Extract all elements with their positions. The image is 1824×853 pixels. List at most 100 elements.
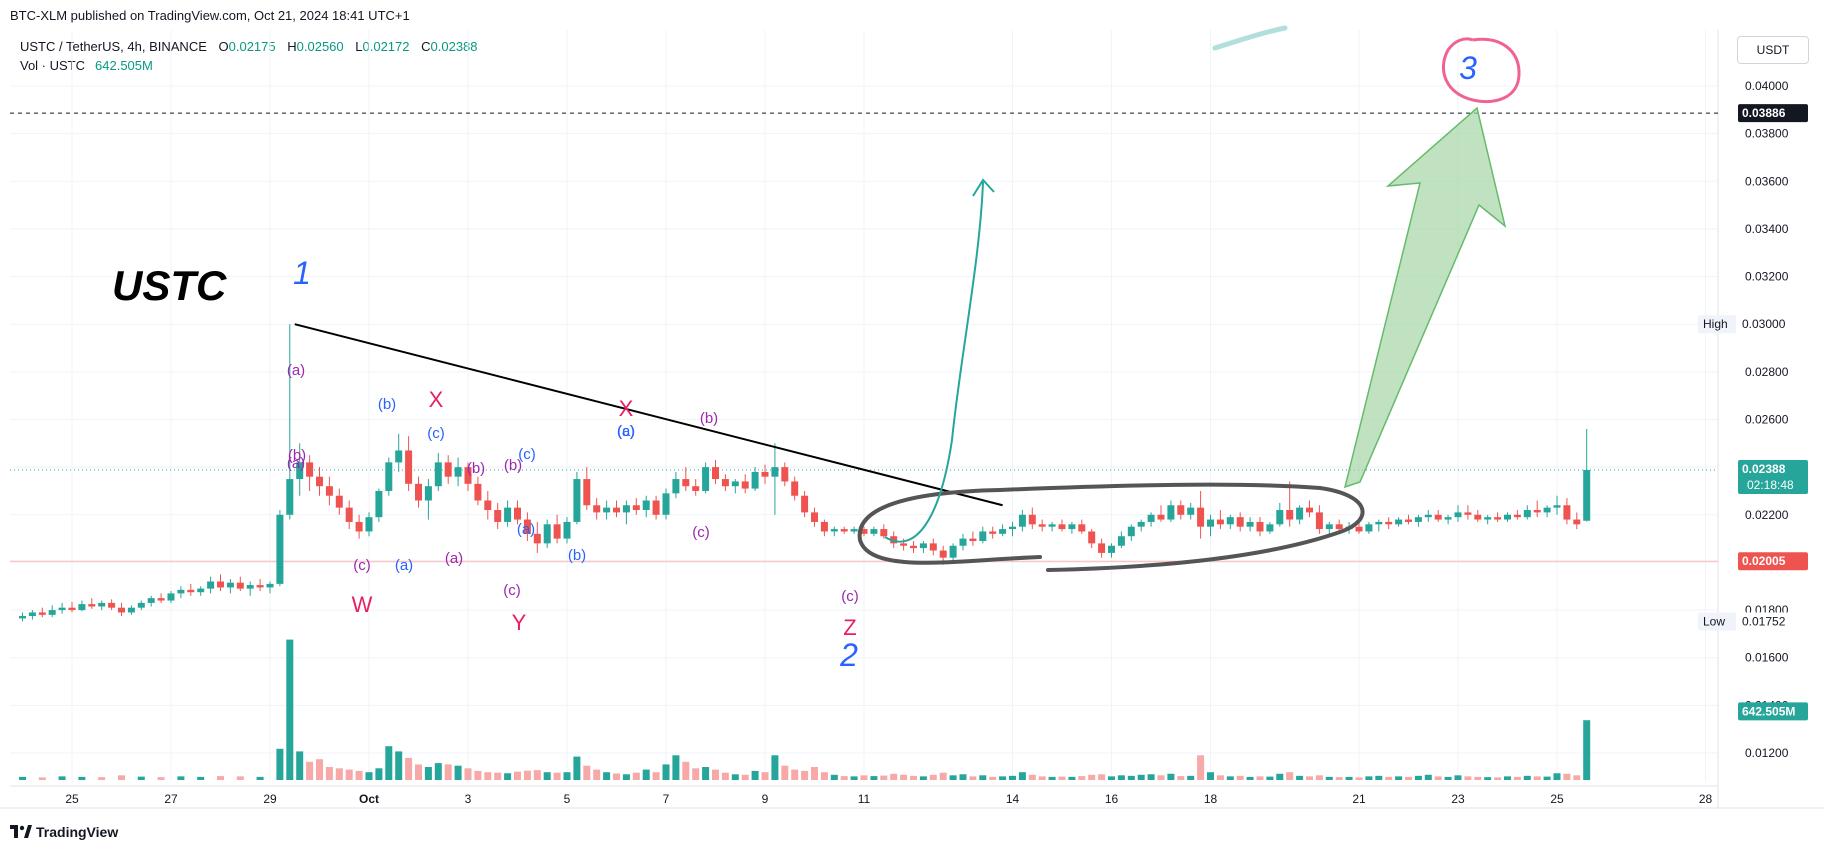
candle-body [266,583,274,588]
candle-body [741,481,749,489]
candle-body [563,521,571,539]
candle-body [1088,531,1096,544]
candle-body [949,545,957,558]
candle-body [157,598,165,601]
open-value: 0.02175 [228,39,276,54]
publish-info: BTC-XLM published on TradingView.com, Oc… [10,8,410,23]
volume-legend[interactable]: Vol · USTC 642.505M [20,58,153,73]
candle-body [791,481,799,496]
volume-bar [890,773,898,780]
price-tick-label: 0.03200 [1745,270,1789,284]
candle-body [850,529,858,532]
subwave-label: (c) [518,446,536,463]
candle-body [573,479,581,522]
candle-body [405,450,413,484]
candle-body [306,462,314,477]
candle-body [1306,507,1313,513]
volume-bar [1365,776,1373,780]
target-circle [1442,37,1521,104]
candle-body [1187,507,1195,515]
volume-bar [1157,775,1165,780]
candle-body [1137,521,1145,527]
candle-body [68,607,76,611]
candle-body [721,479,729,487]
currency-button[interactable]: USDT [1737,36,1809,64]
candle-body [860,529,868,534]
price-tick-label: 0.03600 [1745,174,1789,188]
breakout-arrow [884,181,984,543]
candle-body [217,581,224,588]
candle-body [959,538,967,546]
volume-bar [919,776,927,780]
volume-bar [1434,776,1442,780]
candle-body [58,607,66,611]
candle-body [147,598,155,603]
subwave-label: (b) [568,547,586,564]
candle-body [325,486,333,496]
volume-bar [296,751,304,780]
subwave-label: (a) [395,557,413,574]
volume-bar [682,761,690,780]
volume-bar [583,765,591,780]
volume-bar [1454,775,1462,780]
time-tick-label: 5 [564,792,571,806]
candle-body [999,529,1007,534]
tradingview-footer[interactable]: TradingView [10,824,118,840]
volume-bar [177,776,185,780]
candle-body [692,486,700,491]
time-tick-label: 29 [263,792,277,806]
volume-bar [1137,774,1145,780]
time-tick-label: 9 [762,792,769,806]
candle-body [207,581,215,589]
candle-body [1216,519,1224,525]
volume-bar [424,767,432,780]
volume-bar [375,768,383,780]
price-axis-label-bg [1738,552,1808,571]
candle-body [652,500,660,515]
volume-bar [1543,776,1551,780]
time-tick-label: 23 [1451,792,1465,806]
candle-body [1157,514,1165,520]
volume-bar [979,775,987,780]
volume-bar [1424,774,1432,780]
volume-bar [434,763,442,780]
volume-bar [1325,776,1333,780]
price-tick-label: 0.02600 [1745,413,1789,427]
volume-label: Vol · USTC [20,58,86,73]
candle-body [246,585,254,589]
volume-bar [1108,776,1115,780]
candle-body [78,604,86,611]
candle-body [19,616,26,619]
volume-bar [840,776,848,780]
time-tick-label: 3 [465,792,472,806]
subwave-label: (a) [287,362,305,379]
candle-body [88,604,96,607]
subwave-label: (c) [427,425,445,442]
candle-body [1583,470,1591,521]
candle-body [296,462,304,480]
price-axis-label: 642.505M [1742,704,1795,718]
candle-body [28,612,36,617]
wave-label: 3 [1459,50,1477,86]
candle-body [1375,521,1383,525]
volume-bar [741,774,749,780]
price-axis-label: 0.01752 [1742,615,1786,629]
candle-body [1464,512,1472,515]
price-tick-label: 0.03800 [1745,127,1789,141]
price-axis-label-bg [1738,612,1808,631]
subwave-label: (c) [841,588,859,605]
time-tick-label: 25 [65,792,79,806]
volume-bar [137,776,145,780]
volume-bar [1226,776,1234,780]
volume-bar [494,772,502,780]
symbol-legend[interactable]: USTC / TetherUS, 4h, BINANCE O0.02175 H0… [20,39,478,54]
candle-body [1365,524,1373,532]
volume-bar [1474,776,1482,780]
candle-body [1573,519,1581,525]
faint-stroke [1212,25,1288,51]
candle-body [1355,526,1363,532]
price-axis-label: 0.02005 [1742,554,1786,568]
volume-bar [1395,776,1403,780]
volume-bar [850,776,858,780]
